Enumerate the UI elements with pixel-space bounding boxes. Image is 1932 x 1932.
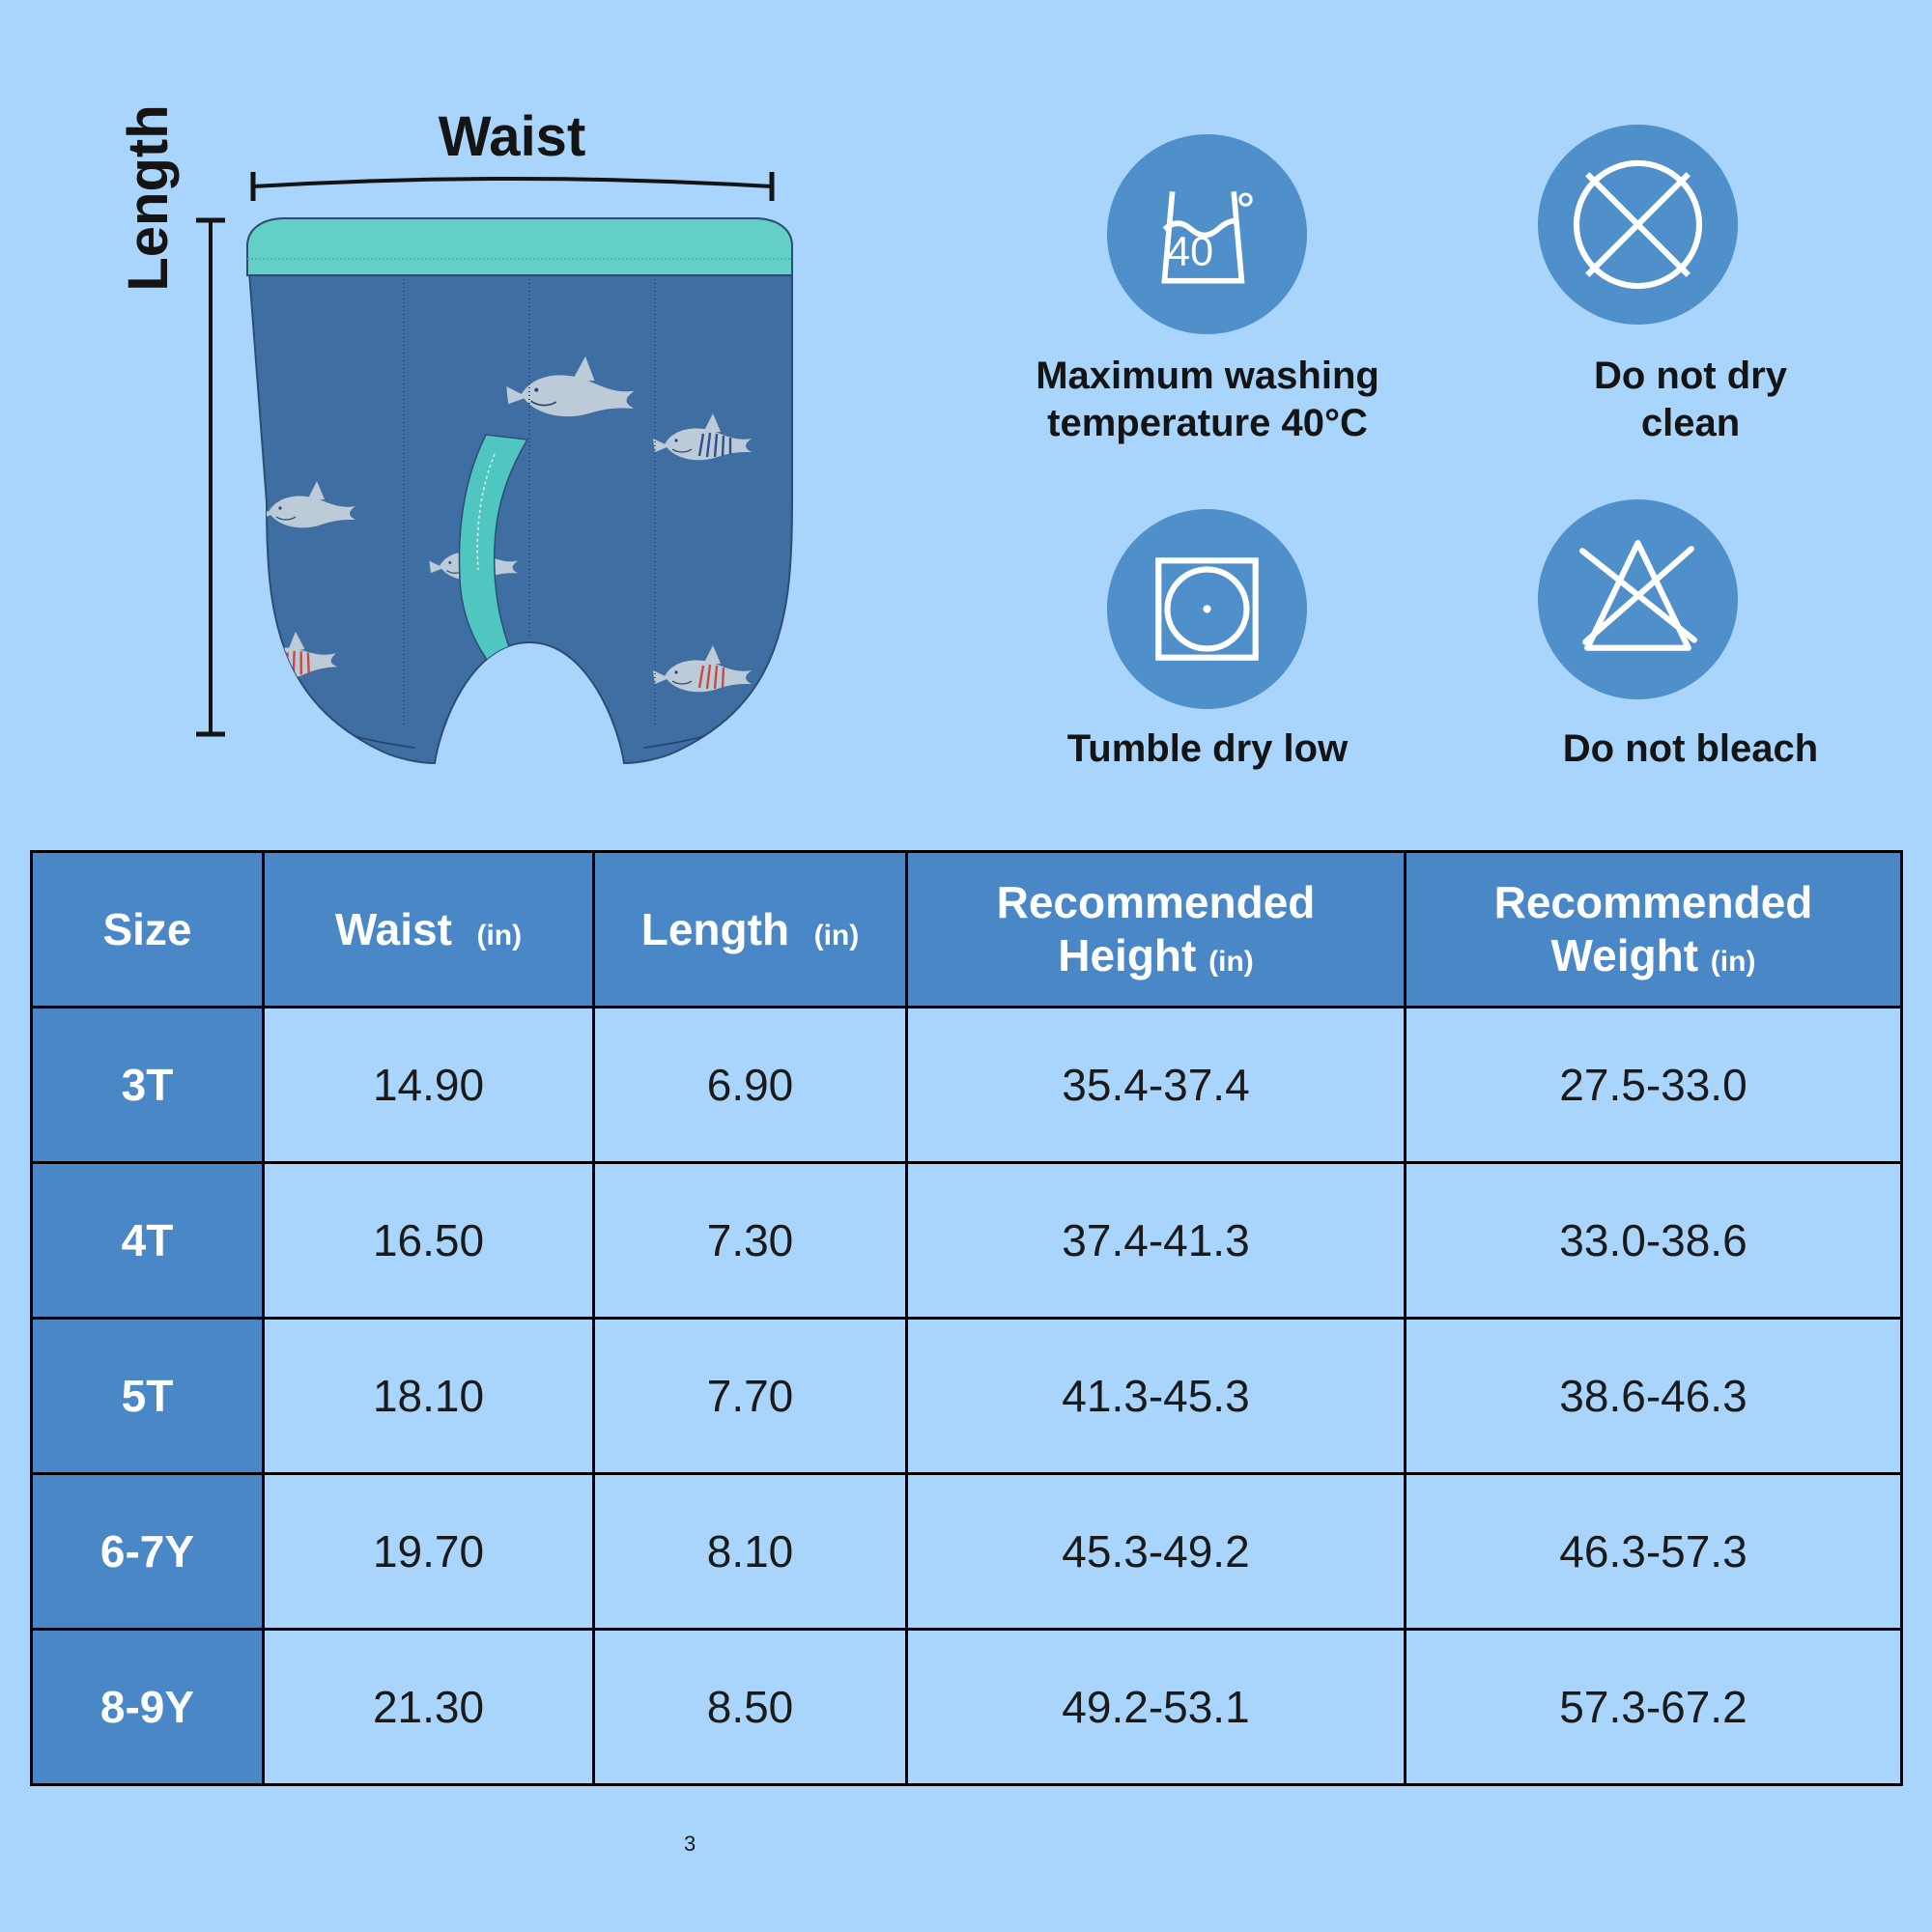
svg-text:40: 40 [1167, 228, 1213, 274]
